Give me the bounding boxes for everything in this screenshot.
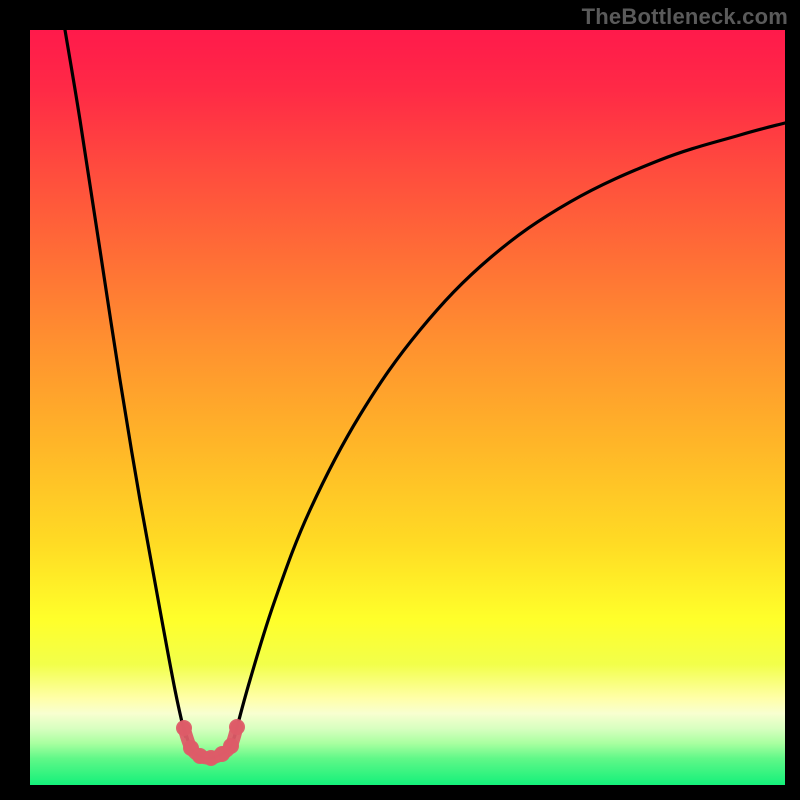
optimal-marker: [176, 720, 192, 736]
bottleneck-curve-chart: [0, 0, 800, 800]
optimal-marker: [223, 738, 239, 754]
optimal-marker: [229, 719, 245, 735]
bottleneck-curve: [65, 30, 785, 758]
watermark-text: TheBottleneck.com: [582, 4, 788, 30]
